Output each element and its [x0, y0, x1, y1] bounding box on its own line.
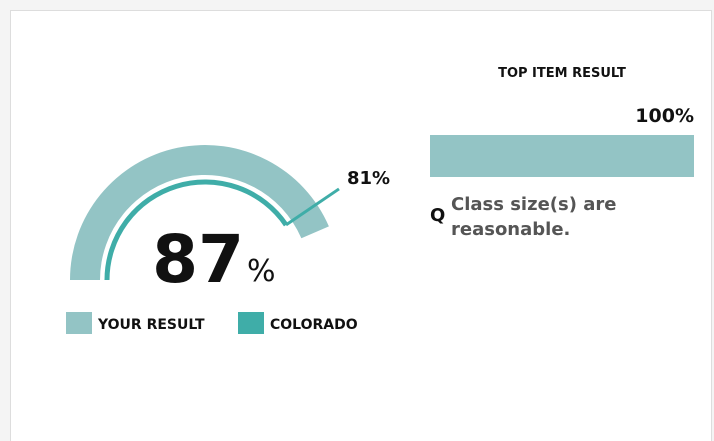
legend-label: COLORADO [270, 317, 358, 333]
bar-value-label: 100% [635, 105, 694, 127]
legend-swatch [238, 312, 264, 334]
gauge-band [70, 145, 329, 280]
value-label: 87 [152, 221, 244, 298]
card [10, 10, 712, 441]
chart-title: TOP ITEM RESULT [498, 66, 626, 81]
question-text: Class size(s) are reasonable. [451, 194, 617, 240]
legend-label: YOUR RESULT [97, 317, 205, 333]
bar [430, 135, 694, 177]
benchmark-pointer [285, 187, 340, 227]
question-marker: Q [430, 205, 445, 226]
benchmark-arc [104, 179, 289, 281]
benchmark-label: 81% [347, 168, 390, 189]
legend-swatch [66, 312, 92, 334]
value-unit: % [247, 254, 276, 289]
